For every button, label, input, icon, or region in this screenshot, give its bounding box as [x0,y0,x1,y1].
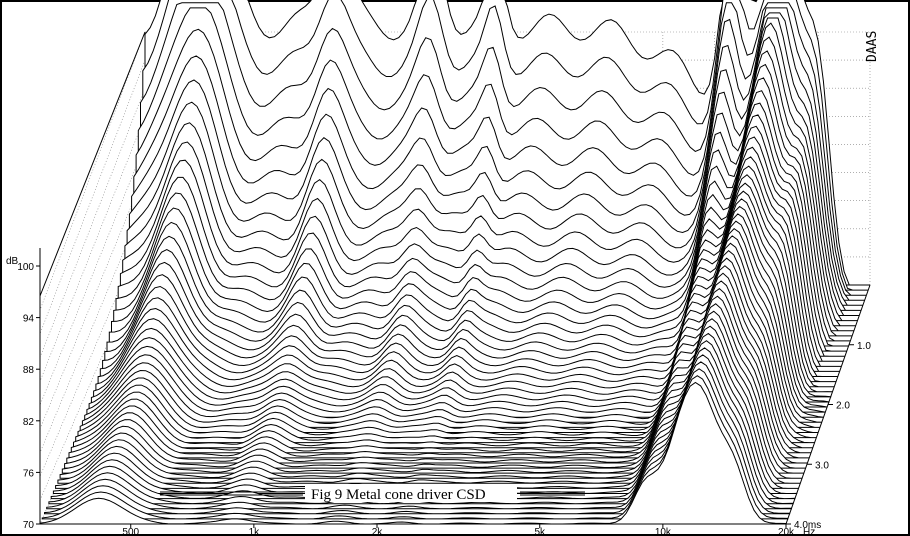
y-tick-label: 70 [23,520,35,531]
x-tick-label: 10k [655,527,672,536]
y-tick-label: 94 [23,314,35,325]
z-tick-label: 2.0 [836,401,850,412]
waterfall-slices [39,0,870,525]
side-grid-line [39,172,146,430]
side-grid-line [39,256,146,501]
z-tick-label: 4.0ms [794,520,821,531]
brand-watermark: DAAS [865,31,880,62]
y-axis-label: dB [6,256,19,267]
side-grid-line [39,88,146,358]
side-wall-top-edge [39,31,146,297]
figure-caption: Fig 9 Metal cone driver CSD [311,487,486,503]
csd-slice [106,156,840,372]
caption-box: Fig 9 Metal cone driver CSD [160,484,585,503]
x-unit-label: Hz [803,527,815,536]
x-tick-label: 500 [122,527,139,536]
z-tick-label: 3.0 [815,460,829,471]
z-tick-label: 1.0 [857,341,871,352]
side-grid-line [39,116,146,382]
x-tick-label: 5k [534,527,546,536]
side-grid-line [39,60,146,334]
y-tick-label: 88 [23,365,35,376]
x-tick-label: 2k [372,527,384,536]
x-tick-label: 20k [778,527,795,536]
csd-slice [39,381,787,525]
csd-slice [108,146,842,367]
y-tick-label: 100 [17,262,34,273]
side-grid-line [39,144,146,406]
y-tick-label: 76 [23,468,35,479]
y-tick-label: 82 [23,417,35,428]
axes: 70 76 82 88 94 100 500 1k 2k 5k 10k 20k Hz 1.0 2.0 3.0 4… [17,248,871,536]
x-tick-label: 1k [249,527,261,536]
